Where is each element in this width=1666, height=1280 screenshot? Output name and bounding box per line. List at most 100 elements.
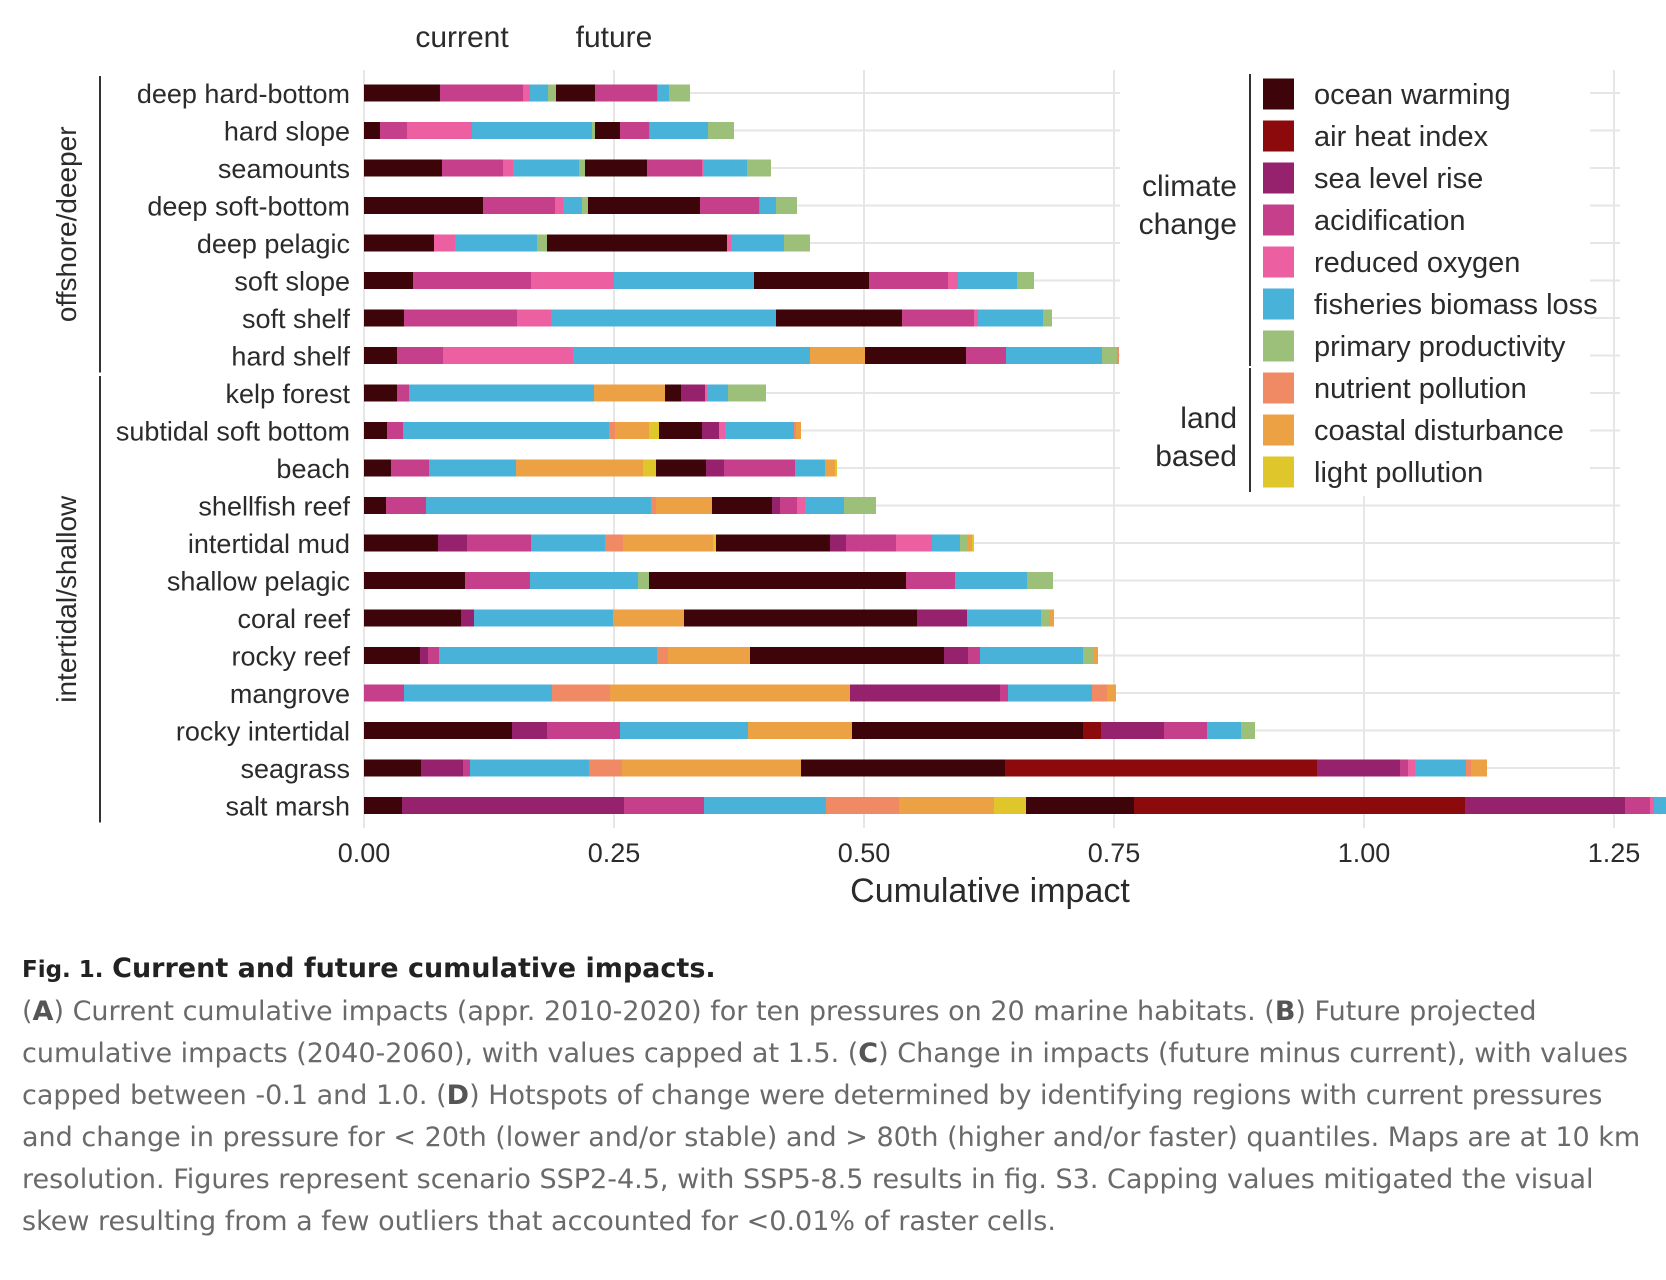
bar-segment-current-coastal-disturbance (899, 797, 994, 814)
bar-segment-future-coastal-disturbance (1107, 684, 1116, 702)
bar-segment-future-primary-productivity (960, 534, 967, 552)
legend-swatch (1263, 372, 1294, 404)
legend-swatch (1263, 162, 1294, 194)
caption-part-d: (D) Hotspots of change were determined b… (22, 1080, 1641, 1237)
bar-segment-future-acidification (724, 459, 795, 477)
bar-segment-current-fisheries-biomass-loss (530, 572, 638, 589)
bar-segment-future-reduced-oxygen (649, 122, 650, 139)
bar-segment-future-acidification (647, 159, 702, 177)
bar-segment-future-primary-productivity (1017, 272, 1034, 289)
bar-segment-current-ocean-warming (364, 422, 387, 439)
bar-segment-future-coastal-disturbance (1471, 759, 1487, 777)
bar-segment-future-fisheries-biomass-loss (805, 497, 844, 514)
bar-segment-future-primary-productivity (776, 197, 797, 214)
legend-group-label: change (1139, 208, 1237, 241)
bar-segment-current-acidification (386, 497, 426, 514)
bar-segment-future-sea-level-rise (1465, 797, 1625, 814)
habitat-label: subtidal soft bottom (116, 417, 350, 447)
x-tick-label: 1.00 (1338, 838, 1391, 868)
bar-segment-current-nutrient-pollution (552, 684, 610, 702)
bar-segment-future-reduced-oxygen (727, 234, 731, 252)
bar-segment-future-primary-productivity (1043, 309, 1052, 327)
bar-segment-current-light-pollution (994, 797, 1026, 814)
bar-segment-future-ocean-warming (852, 722, 1083, 739)
bar-segment-future-primary-productivity (1027, 572, 1053, 589)
bar-segment-current-coastal-disturbance (748, 722, 852, 739)
legend-item-label: light pollution (1314, 457, 1483, 489)
bar-segment-future-fisheries-biomass-loss (958, 272, 1017, 289)
bar-segment-future-primary-productivity (844, 497, 876, 514)
bar-segment-future-reduced-oxygen (974, 309, 978, 327)
bar-segment-current-coastal-disturbance (613, 609, 684, 627)
bar-segment-current-ocean-warming (364, 234, 434, 252)
bar-segment-future-coastal-disturbance (825, 459, 835, 477)
legend-swatch (1263, 204, 1294, 236)
habitat-label: deep pelagic (197, 229, 350, 259)
bar-segment-current-sea-level-rise (438, 534, 467, 552)
bar-segment-future-reduced-oxygen (702, 159, 703, 177)
legend-item-label: sea level rise (1314, 163, 1483, 195)
bar-segment-current-ocean-warming (364, 759, 421, 777)
bar-segment-future-ocean-warming (716, 534, 830, 552)
bar-segment-future-sea-level-rise (830, 534, 846, 552)
bar-segment-current-nutrient-pollution (657, 647, 668, 664)
bar-segment-future-light-pollution (972, 534, 974, 552)
bar-segment-current-acidification (397, 347, 443, 364)
bar-segment-future-air-heat-index (1083, 722, 1101, 739)
bar-segment-current-primary-productivity (537, 234, 547, 252)
stacked-bar-chart: deep hard-bottom hard slope seamounts deep … (51, 21, 1666, 910)
bar-segment-current-fisheries-biomass-loss (474, 609, 613, 627)
bar-segment-future-fisheries-biomass-loss (760, 197, 776, 214)
bar-segment-current-fisheries-biomass-loss (530, 84, 548, 102)
habitat-label: seamounts (218, 154, 350, 184)
habitat-label: deep soft-bottom (147, 192, 350, 222)
bar-segment-current-reduced-oxygen (443, 347, 573, 364)
bar-segment-future-acidification (902, 309, 974, 327)
x-tick-label: 1.25 (1588, 838, 1641, 868)
legend-swatch (1263, 288, 1294, 320)
legend-swatch (1263, 414, 1294, 446)
bar-segment-future-reduced-oxygen (759, 197, 760, 214)
bar-segment-future-acidification (906, 572, 955, 589)
habitat-label: mangrove (230, 679, 350, 709)
bar-segment-current-ocean-warming (364, 84, 440, 102)
legend-item-label: air heat index (1314, 121, 1489, 153)
bar-segment-future-acidification (968, 647, 980, 664)
bar-segment-current-reduced-oxygen (523, 84, 530, 102)
bar-segment-current-acidification (463, 759, 470, 777)
bar-segment-future-sea-level-rise (706, 459, 724, 477)
group-brackets: offshore/deeper intertidal/shallow (51, 76, 101, 823)
bar-segment-future-acidification (700, 197, 759, 214)
bar-segment-current-fisheries-biomass-loss (573, 347, 810, 364)
bar-segment-current-acidification (428, 647, 439, 664)
bar-segment-current-light-pollution (649, 422, 659, 439)
bar-segment-future-fisheries-biomass-loss (725, 422, 794, 439)
bar-segment-future-fisheries-biomass-loss (1207, 722, 1241, 739)
bar-segment-current-acidification (391, 459, 429, 477)
figure-caption: Fig. 1. Current and future cumulative im… (22, 948, 1644, 1243)
bar-segment-current-ocean-warming (364, 534, 438, 552)
bar-segment-current-reduced-oxygen (531, 272, 614, 289)
bar-segment-future-fisheries-biomass-loss (707, 384, 728, 402)
x-tick-label: 0.00 (338, 838, 391, 868)
caption-part-a: (A) Current cumulative impacts (appr. 20… (22, 996, 1256, 1027)
bar-segment-future-ocean-warming (659, 422, 702, 439)
bar-segment-future-sea-level-rise (944, 647, 968, 664)
bar-segment-future-ocean-warming (754, 272, 869, 289)
bar-segment-future-sea-level-rise (917, 609, 967, 627)
bar-segment-current-ocean-warming (364, 197, 483, 214)
bar-segment-current-acidification (547, 722, 620, 739)
bar-segment-current-coastal-disturbance (615, 422, 649, 439)
bar-segment-future-air-heat-index (1005, 759, 1317, 777)
habitat-label: hard slope (224, 117, 350, 147)
bar-segment-current-acidification (404, 309, 517, 327)
bar-segment-future-coastal-disturbance (796, 422, 801, 439)
bar-segment-current-sea-level-rise (421, 759, 463, 777)
bar-segment-future-primary-productivity (1041, 609, 1049, 627)
bar-segment-future-reduced-oxygen (719, 422, 725, 439)
bar-segment-future-primary-productivity (1083, 647, 1094, 664)
bar-segment-current-coastal-disturbance (516, 459, 643, 477)
bar-segment-current-ocean-warming (364, 609, 461, 627)
bar-segment-future-acidification (780, 497, 797, 514)
habitat-label: seagrass (240, 754, 350, 784)
